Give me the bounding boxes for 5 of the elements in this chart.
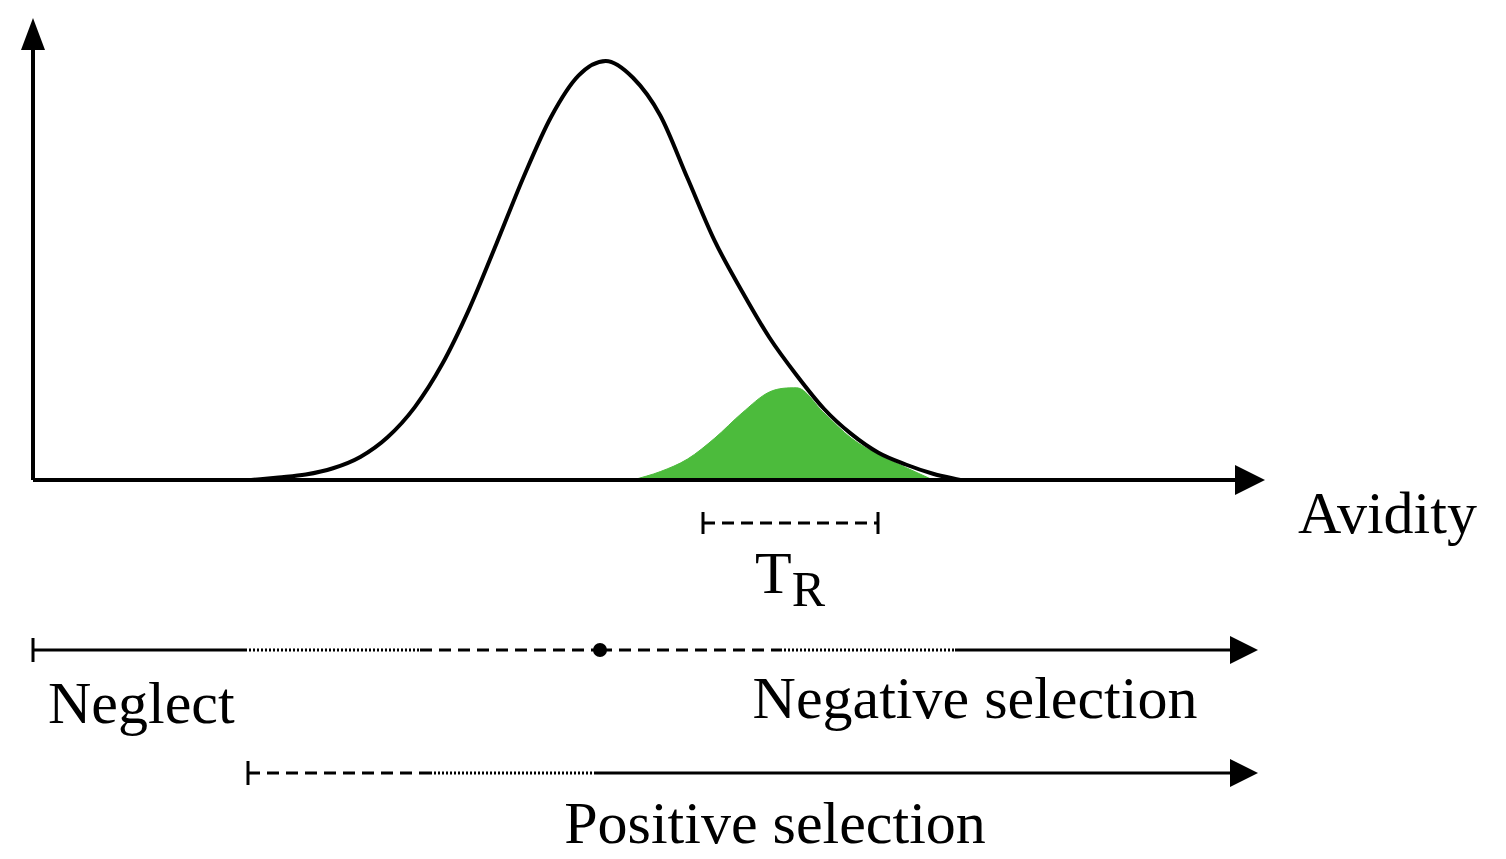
text: Neglect xyxy=(48,670,235,736)
text: T$_{R}$ xyxy=(754,540,826,617)
text: Negative selection xyxy=(752,665,1198,731)
text: Positive selection xyxy=(564,790,986,856)
x-axis-title: Avidity xyxy=(1298,480,1477,546)
